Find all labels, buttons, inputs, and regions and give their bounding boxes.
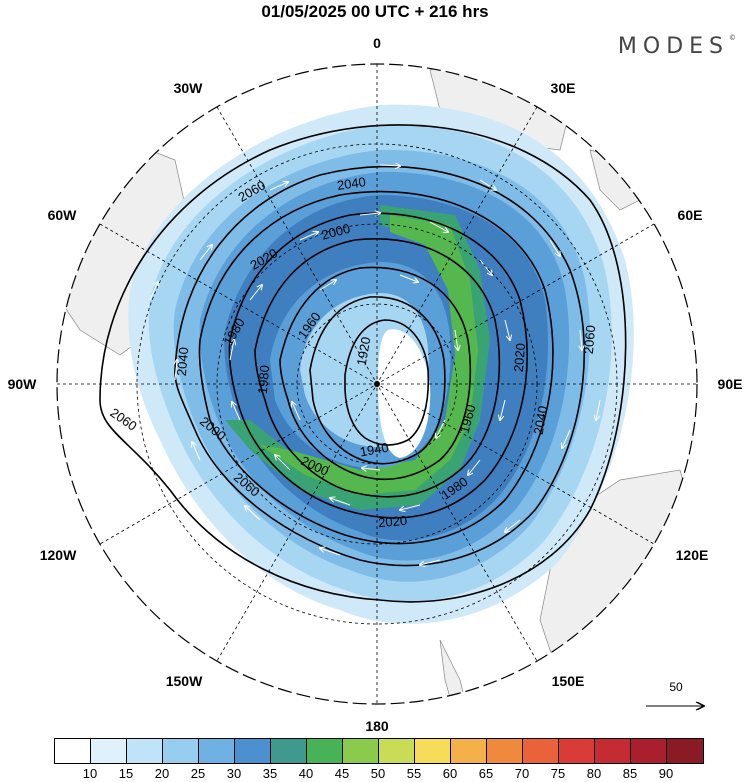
- colorbar-box: [55, 739, 91, 763]
- colorbar-tick-label: 40: [298, 766, 314, 781]
- colorbar-box: [199, 739, 235, 763]
- contour-2000: [228, 212, 528, 519]
- colorbar-tick-label: 60: [442, 766, 458, 781]
- wind-vectors: [149, 165, 601, 565]
- map-border: [56, 63, 698, 705]
- contour-label: 1980: [255, 365, 272, 395]
- lon-label-0: 0: [373, 35, 381, 51]
- colorbar-tick-label: 15: [118, 766, 134, 781]
- contour-label: 2040: [336, 174, 367, 193]
- colorbar-tick-label: 90: [658, 766, 674, 781]
- lon-label-120e: 120E: [675, 547, 709, 563]
- height-contours: [99, 124, 627, 603]
- colorbar-tick-label: 35: [262, 766, 278, 781]
- brand-mark: ©: [729, 34, 736, 42]
- colorbar-tick-label: 75: [550, 766, 566, 781]
- lon-label-90e: 90E: [717, 376, 743, 392]
- lon-label-180: 180: [365, 718, 389, 734]
- contour-label: 2000: [320, 221, 352, 243]
- colorbar-box: [163, 739, 199, 763]
- contour-label: 2020: [378, 513, 408, 530]
- reference-arrow-icon: [646, 701, 706, 711]
- colorbar-tick-label: 10: [82, 766, 98, 781]
- lon-label-60w: 60W: [47, 207, 77, 223]
- contour-2040: [174, 165, 585, 567]
- reference-vector: 50: [644, 680, 708, 720]
- colorbar-box: [451, 739, 487, 763]
- colorbar-box: [91, 739, 127, 763]
- contour-label: 2020: [511, 343, 528, 373]
- colorbar-box: [667, 739, 703, 763]
- brand-logo: MODES©: [618, 34, 736, 59]
- contour-1940: [309, 296, 446, 465]
- map-disc: [57, 64, 697, 704]
- colorbar-box: [127, 739, 163, 763]
- colorbar-box: [343, 739, 379, 763]
- shade-40: [225, 205, 490, 510]
- colorbar: 10 15 20 25 30 35 40 45 50 55 60 65 70 75 80 85 90: [54, 738, 704, 782]
- lon-label-30e: 30E: [550, 80, 576, 96]
- colorbar-tick-label: 30: [226, 766, 242, 781]
- colorbar-box: [271, 739, 307, 763]
- colorbar-tick-label: 80: [586, 766, 602, 781]
- colorbar-boxes: [54, 738, 704, 764]
- lon-label-120w: 120W: [39, 547, 77, 563]
- colorbar-tick-label: 50: [370, 766, 386, 781]
- colorbar-box: [631, 739, 667, 763]
- brand-text: MODES: [617, 34, 729, 59]
- colorbar-box: [595, 739, 631, 763]
- colorbar-tick-label: 45: [334, 766, 350, 781]
- colorbar-tick-label: 55: [406, 766, 422, 781]
- contour-label: 1960: [457, 403, 479, 435]
- lon-label-60e: 60E: [677, 207, 703, 223]
- colorbar-tick-label: 25: [190, 766, 206, 781]
- contour-label: 1920: [354, 336, 374, 367]
- contour-2060-outer: [99, 124, 627, 603]
- reference-vector-label: 50: [669, 680, 683, 694]
- colorbar-box: [379, 739, 415, 763]
- contour-label: 1940: [359, 440, 390, 460]
- lon-label-150e: 150E: [551, 673, 585, 689]
- lon-label-30w: 30W: [173, 80, 203, 96]
- lon-label-90w: 90W: [7, 376, 37, 392]
- chart-title: 01/05/2025 00 UTC + 216 hrs: [261, 2, 489, 21]
- shade-45: [260, 215, 478, 495]
- colorbar-box: [415, 739, 451, 763]
- colorbar-tick-label: 65: [478, 766, 494, 781]
- colorbar-box: [235, 739, 271, 763]
- colorbar-box: [559, 739, 595, 763]
- colorbar-box: [523, 739, 559, 763]
- contour-1960: [279, 266, 472, 481]
- contour-1920: [344, 319, 430, 446]
- colorbar-tick-label: 20: [154, 766, 170, 781]
- colorbar-box: [487, 739, 523, 763]
- contour-1980: [254, 238, 501, 498]
- colorbar-box: [307, 739, 343, 763]
- colorbar-tick-label: 85: [622, 766, 638, 781]
- shade-core: [378, 329, 431, 458]
- contour-label: 2040: [531, 405, 551, 436]
- contour-2020: [198, 190, 554, 545]
- lon-label-150w: 150W: [165, 673, 203, 689]
- contour-label: 2040: [174, 347, 191, 377]
- colorbar-tick-label: 70: [514, 766, 530, 781]
- contour-label: 2060: [581, 325, 598, 355]
